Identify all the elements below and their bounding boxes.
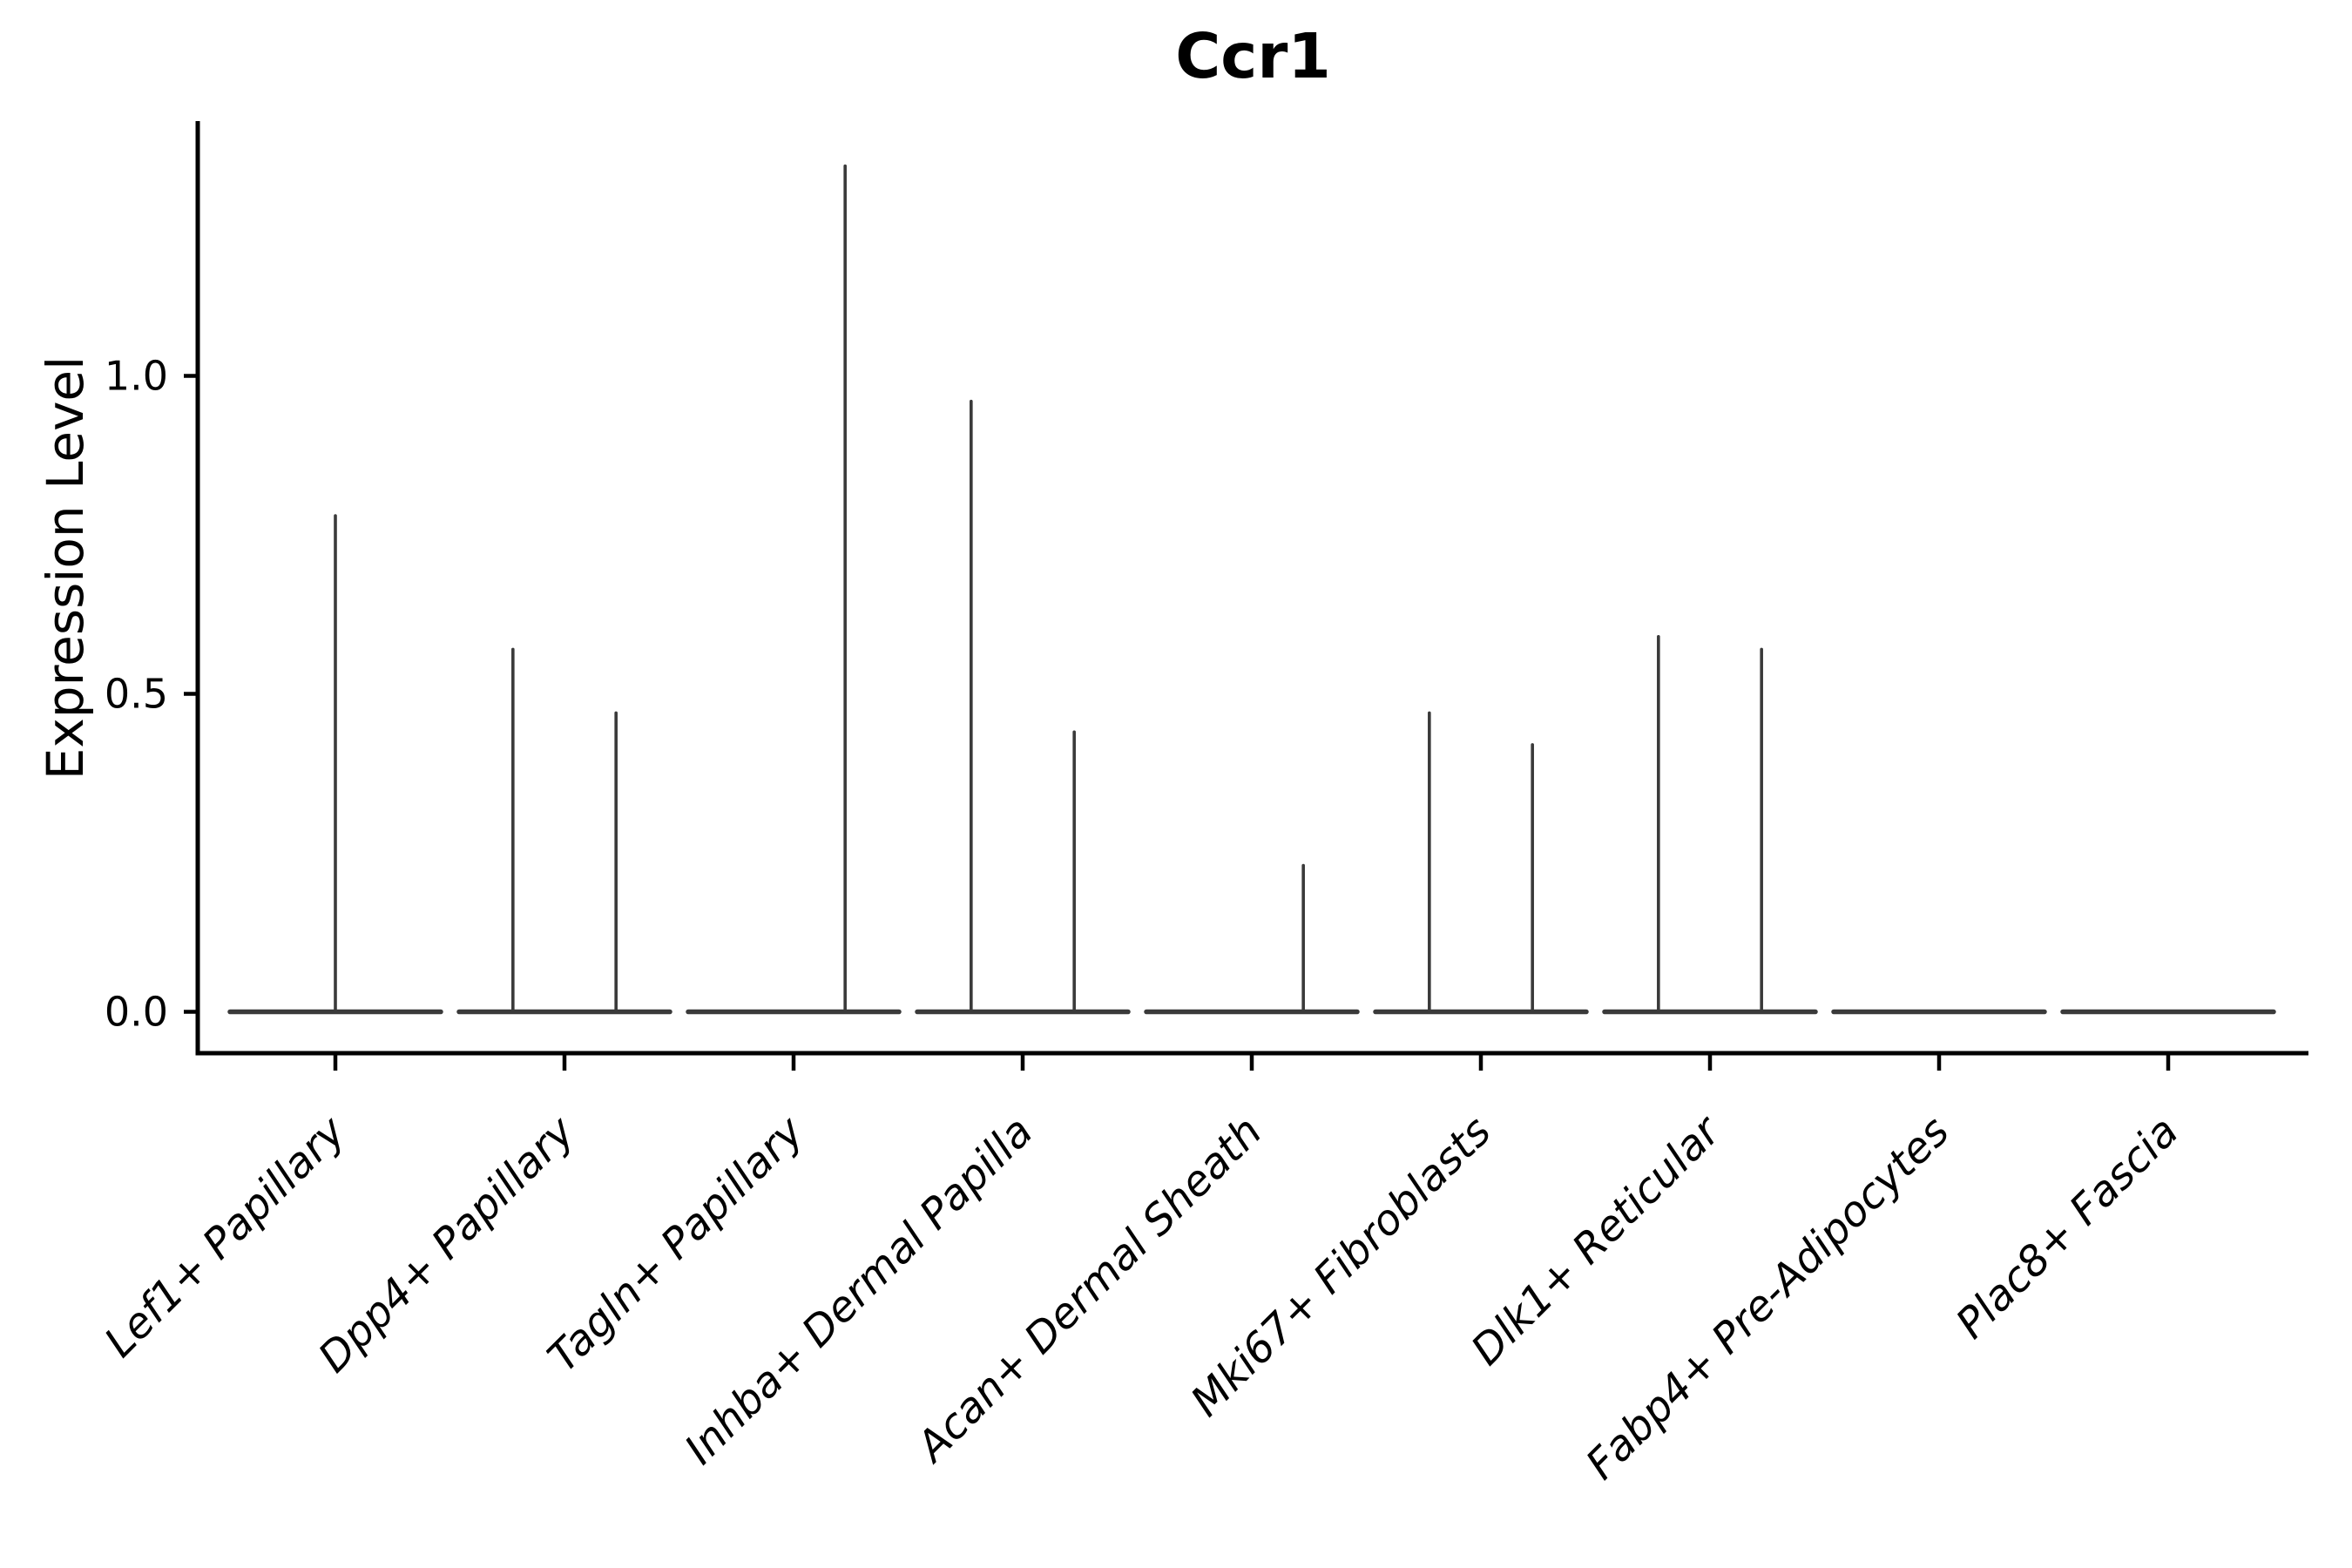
y-tick-label: 1.0 <box>105 353 168 400</box>
x-tick-label: Dlk1+ Reticular <box>1462 1105 1732 1375</box>
x-tick-label: Tagln+ Papillary <box>538 1106 814 1382</box>
plot-title: Ccr1 <box>1175 20 1331 92</box>
y-tick-label: 0.5 <box>105 671 168 718</box>
y-tick-label: 0.0 <box>105 989 168 1036</box>
x-tick-label: Lef1+ Papillary <box>95 1106 355 1367</box>
x-tick-label: Fabp4+ Pre-Adipocytes <box>1577 1107 1959 1490</box>
x-tick-label: Dpp4+ Papillary <box>309 1106 585 1382</box>
x-tick-label: Plac8+ Fascia <box>1947 1107 2188 1348</box>
